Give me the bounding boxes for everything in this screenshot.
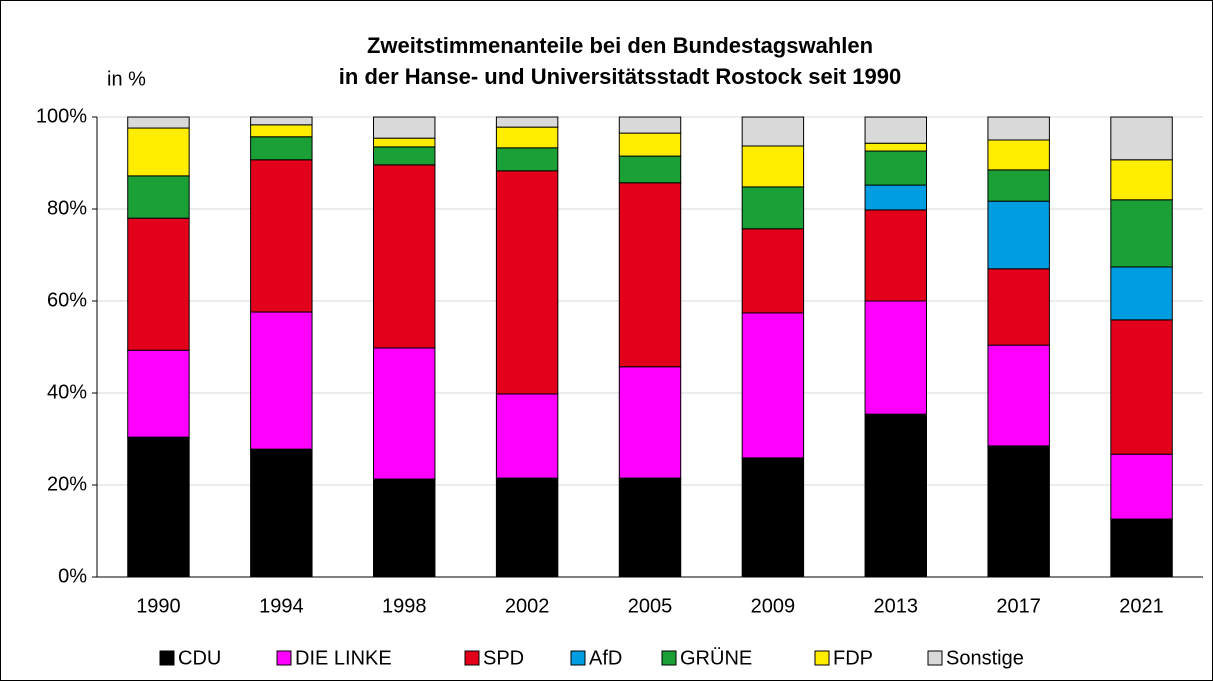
bar-segment — [741, 228, 805, 314]
x-tick-label: 2013 — [874, 595, 919, 617]
bar-segment — [1110, 116, 1173, 161]
legend-label: DIE LINKE — [295, 647, 392, 669]
bar-segment — [127, 175, 190, 219]
bar-segment — [373, 146, 436, 166]
bar-segment — [495, 170, 559, 395]
bar-segment — [495, 477, 559, 578]
bar-segment — [250, 116, 313, 126]
x-tick-label: 2021 — [1119, 595, 1164, 617]
legend-swatch — [276, 650, 292, 666]
legend-swatch — [570, 650, 586, 666]
bar-segment — [987, 268, 1050, 346]
legend-swatch — [464, 650, 480, 666]
bar-segment — [987, 116, 1050, 141]
legend-label: Sonstige — [946, 647, 1024, 669]
bar-segment — [373, 116, 436, 139]
bar-segment — [987, 344, 1050, 447]
bar-segment — [373, 347, 436, 480]
bar-segment — [864, 150, 927, 186]
legend-swatch — [814, 650, 830, 666]
bar-segment — [495, 147, 559, 172]
bar-segment — [1110, 453, 1173, 520]
legend-label: AfD — [589, 647, 622, 669]
bar-segment — [373, 164, 436, 349]
legend-swatch — [927, 650, 943, 666]
chart-title: in der Hanse- und Universitätsstadt Rost… — [339, 64, 901, 89]
bar-segment — [250, 311, 313, 450]
legend-label: FDP — [833, 647, 873, 669]
bar-segment — [864, 142, 927, 152]
bar-segment — [127, 127, 190, 177]
bar-segment — [741, 186, 805, 230]
bar-segment — [741, 145, 805, 188]
bar-segment — [618, 366, 682, 479]
bar-segment — [373, 137, 436, 148]
bar-segment — [741, 312, 805, 459]
x-tick-label: 2009 — [751, 595, 796, 617]
bar-segment — [864, 300, 927, 415]
bar-segment — [1110, 266, 1173, 321]
x-tick-label: 1990 — [136, 595, 181, 617]
bar-segment — [127, 116, 190, 129]
bar-segment — [495, 393, 559, 479]
bar-segment — [864, 413, 927, 578]
x-tick-label: 1994 — [259, 595, 304, 617]
bar-segment — [741, 457, 805, 578]
x-tick-label: 2017 — [996, 595, 1041, 617]
legend-swatch — [159, 650, 175, 666]
bar-segment — [1110, 199, 1173, 268]
bar-segment — [618, 477, 682, 578]
y-tick-label: 60% — [47, 289, 87, 311]
x-tick-label: 2005 — [628, 595, 673, 617]
bar-segment — [127, 349, 190, 438]
y-axis-label: in % — [107, 68, 146, 90]
bar-segment — [741, 116, 805, 147]
y-tick-label: 80% — [47, 197, 87, 219]
bar-segment — [987, 200, 1050, 270]
bar-segment — [987, 139, 1050, 171]
bar-segment — [864, 209, 927, 302]
bar-segment — [864, 116, 927, 144]
bar-segment — [618, 132, 682, 157]
bar-segment — [250, 159, 313, 313]
bar-segment — [250, 124, 313, 138]
x-tick-label: 1998 — [382, 595, 427, 617]
bar-segment — [495, 116, 559, 128]
bar-segment — [618, 116, 682, 134]
legend-label: CDU — [178, 647, 221, 669]
y-tick-label: 20% — [47, 473, 87, 495]
bar-segment — [1110, 159, 1173, 201]
legend-label: SPD — [483, 647, 524, 669]
bar-segment — [250, 448, 313, 578]
legend-label: GRÜNE — [680, 647, 752, 669]
bar-segment — [1110, 518, 1173, 578]
bar-segment — [618, 182, 682, 368]
bar-segment — [127, 436, 190, 578]
chart-title: Zweitstimmenanteile bei den Bundestagswa… — [367, 33, 873, 58]
bar-segment — [987, 169, 1050, 202]
bar-segment — [495, 126, 559, 149]
bar-segment — [864, 184, 927, 211]
legend-swatch — [661, 650, 677, 666]
bar-segment — [618, 155, 682, 184]
bar-segment — [127, 217, 190, 351]
bar-segment — [1110, 319, 1173, 455]
bar-segment — [987, 445, 1050, 578]
x-tick-label: 2002 — [505, 595, 550, 617]
y-tick-label: 100% — [36, 105, 87, 127]
y-tick-label: 40% — [47, 381, 87, 403]
y-tick-label: 0% — [58, 565, 87, 587]
bar-segment — [373, 478, 436, 578]
bar-segment — [250, 136, 313, 161]
